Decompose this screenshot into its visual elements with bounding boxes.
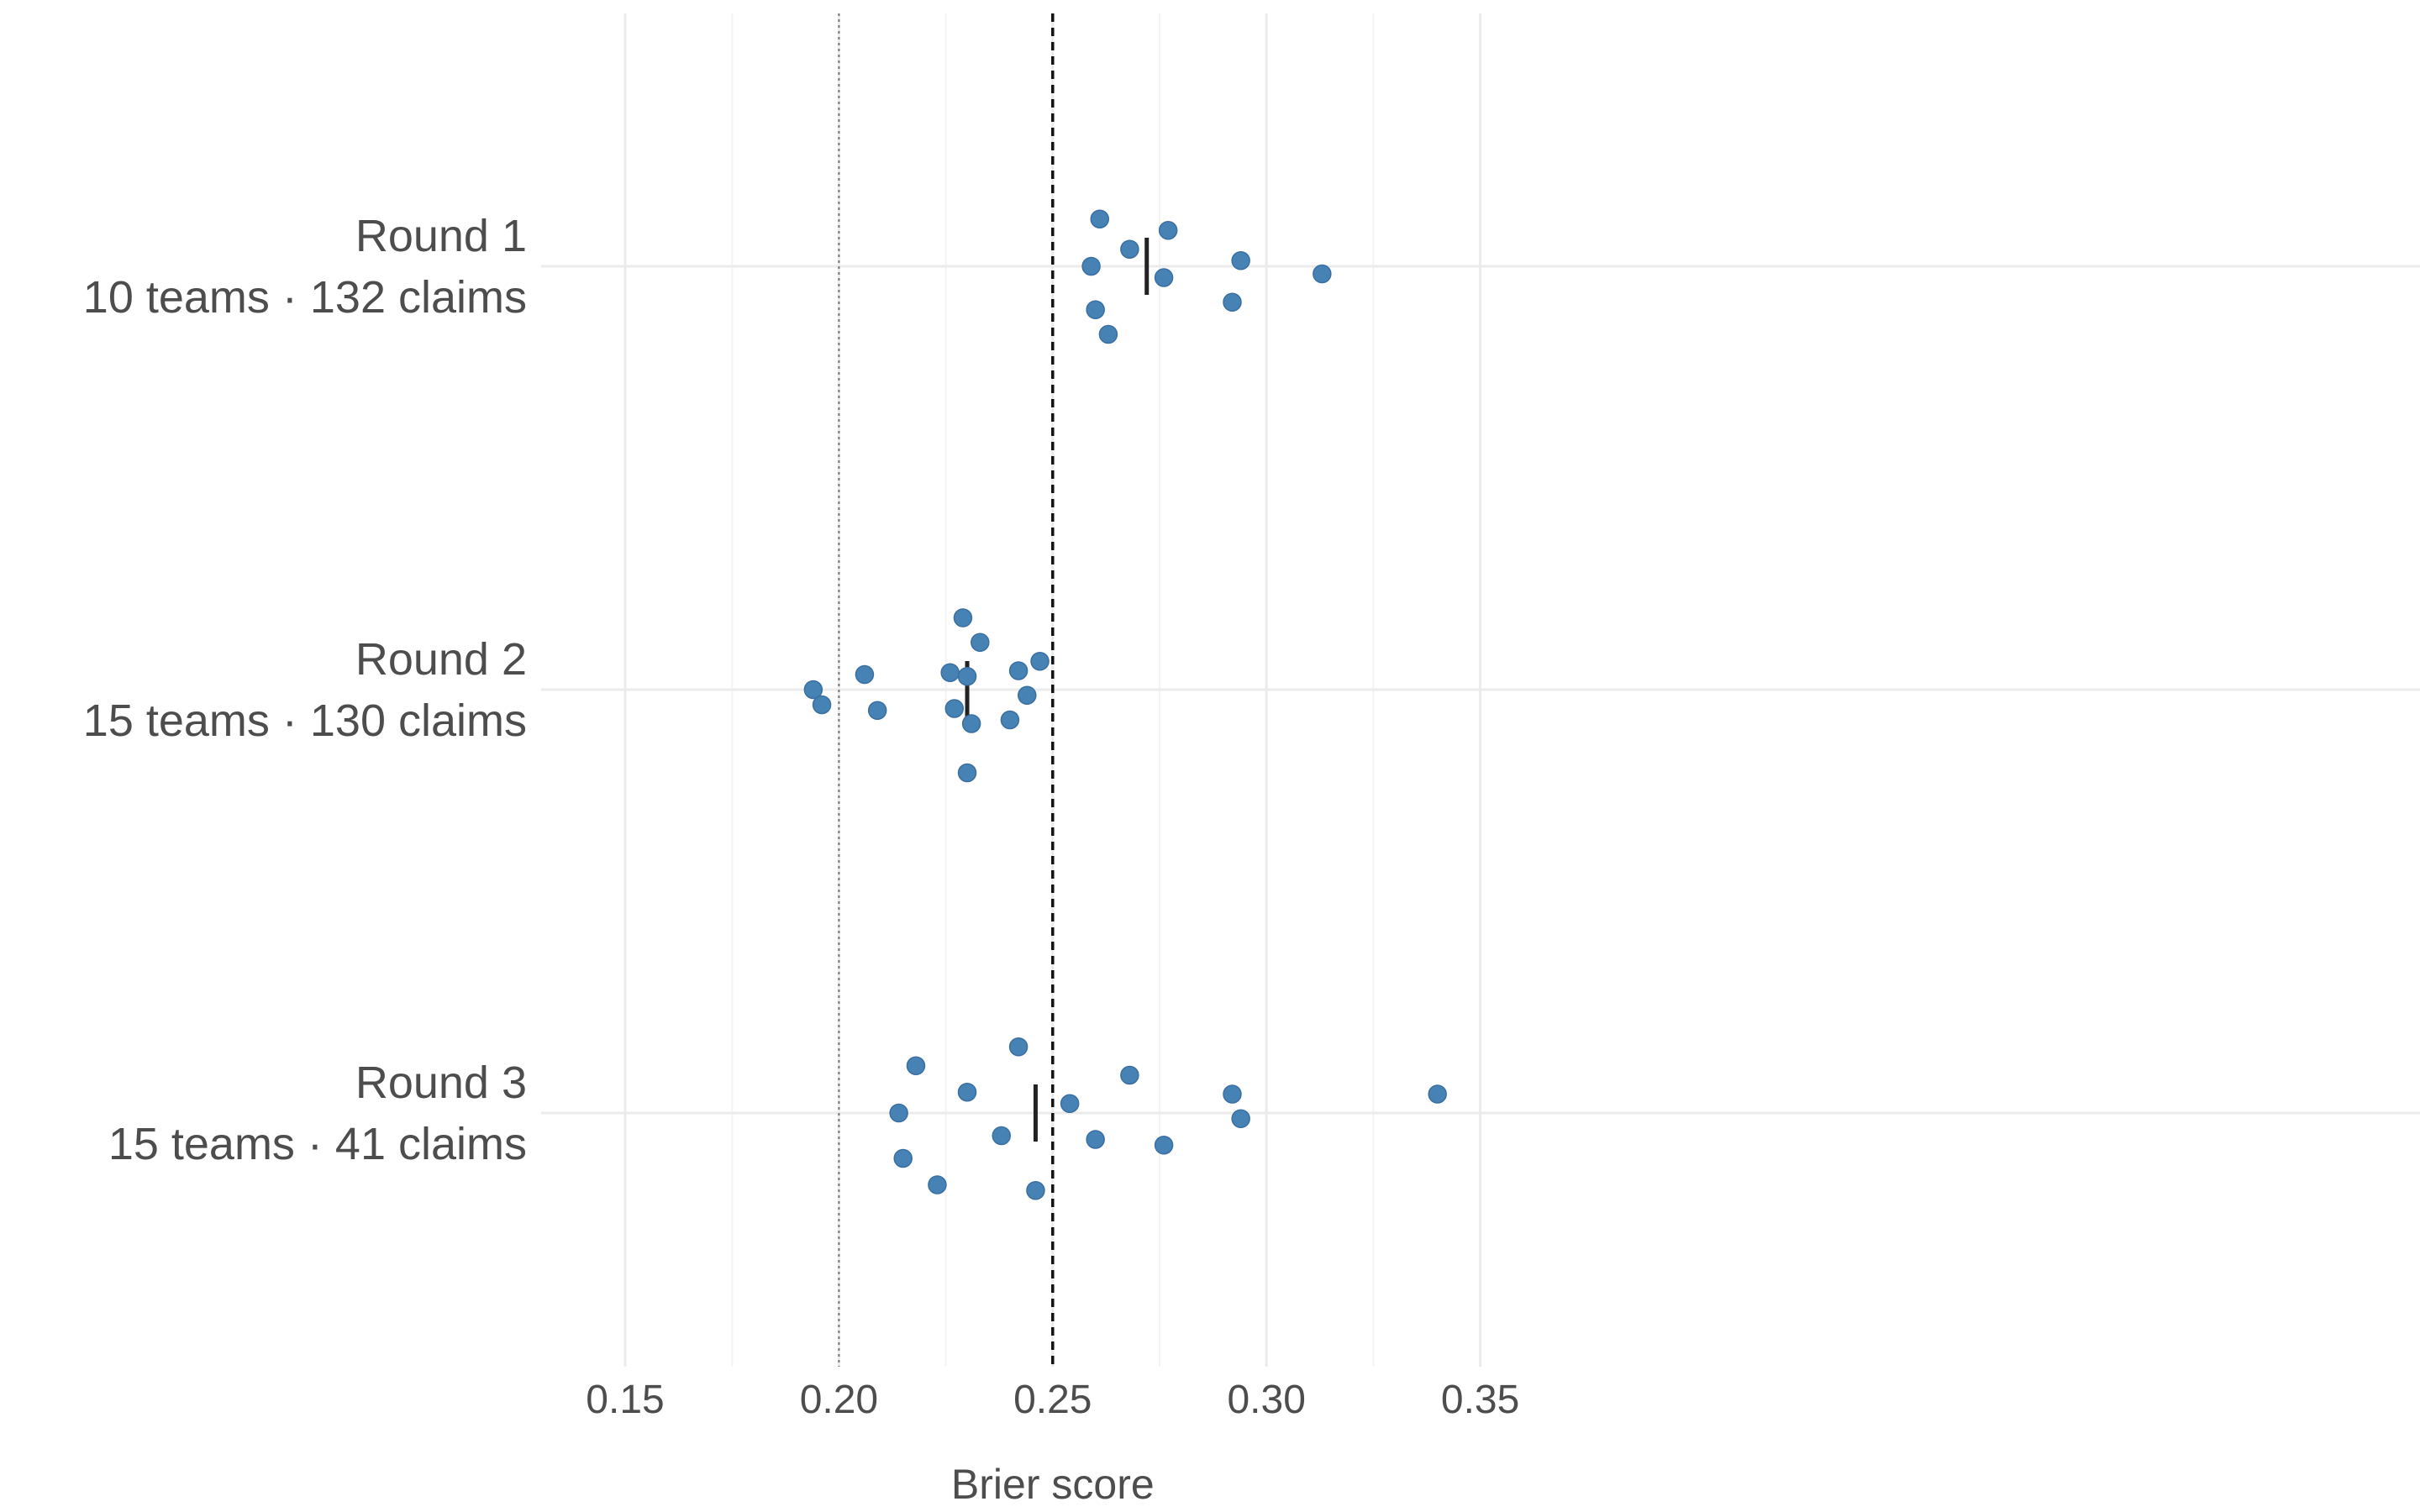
data-point	[992, 1126, 1011, 1146]
data-point	[1231, 1109, 1250, 1128]
data-point	[1090, 209, 1110, 228]
data-point	[944, 699, 965, 718]
data-point	[855, 664, 875, 685]
data-point	[1086, 1130, 1105, 1149]
data-point	[953, 608, 973, 627]
row-title-round-2: Round 2	[355, 634, 527, 685]
x-tick-label: 0.25	[1013, 1378, 1092, 1422]
x-tick-label: 0.20	[800, 1378, 878, 1422]
data-point	[1154, 268, 1174, 287]
x-tick-label: 0.30	[1227, 1378, 1305, 1422]
data-point	[1081, 256, 1101, 276]
row-subtitle-round-2: 15 teams · 130 claims	[83, 696, 527, 746]
row-subtitle-round-3: 15 teams · 41 claims	[108, 1119, 527, 1169]
data-point	[812, 695, 832, 715]
data-point	[1428, 1084, 1447, 1104]
data-point	[1026, 1181, 1045, 1200]
row-title-round-3: Round 3	[355, 1058, 527, 1108]
data-point	[1223, 292, 1242, 312]
x-tick-label: 0.15	[586, 1378, 664, 1422]
row-subtitle-round-1: 10 teams · 132 claims	[83, 272, 527, 323]
data-point	[1060, 1094, 1080, 1113]
data-point	[1018, 685, 1037, 705]
row-labels: Round 1 10 teams · 132 claims Round 2 15…	[83, 211, 527, 1169]
data-point	[1223, 1084, 1242, 1104]
reference-lines	[838, 13, 1055, 1367]
data-point	[1120, 239, 1139, 259]
data-point	[889, 1103, 908, 1123]
grid-layer	[541, 13, 2420, 1367]
data-point	[1000, 710, 1020, 730]
data-point	[893, 1148, 913, 1168]
data-point	[1231, 251, 1250, 270]
data-point	[1120, 1065, 1139, 1085]
data-point	[1008, 1037, 1028, 1057]
data-point	[928, 1175, 947, 1194]
x-axis-ticks: 0.15 0.20 0.25 0.30 0.35	[586, 1378, 1519, 1422]
data-point	[803, 680, 823, 700]
data-points	[803, 209, 1447, 1200]
data-point	[957, 667, 977, 686]
data-point	[1158, 221, 1178, 240]
x-axis-title: Brier score	[951, 1461, 1155, 1508]
data-point	[971, 633, 990, 652]
x-tick-label: 0.35	[1441, 1378, 1519, 1422]
data-point	[1030, 652, 1050, 671]
data-point	[1008, 661, 1028, 680]
data-point	[906, 1056, 926, 1075]
data-point	[1313, 264, 1332, 284]
data-point	[1086, 300, 1105, 319]
data-point	[957, 763, 977, 783]
data-point	[961, 714, 981, 733]
data-point	[867, 701, 887, 720]
row-title-round-1: Round 1	[355, 211, 527, 261]
data-point	[1098, 324, 1118, 344]
data-point	[940, 663, 960, 682]
data-point	[957, 1083, 977, 1102]
data-point	[1154, 1136, 1174, 1155]
